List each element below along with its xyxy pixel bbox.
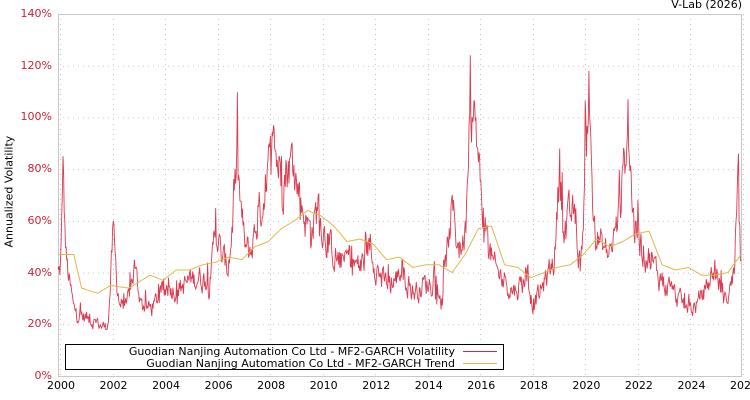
y-tick-label: 100% [20, 110, 52, 124]
y-tick-label: 40% [27, 265, 52, 279]
legend-label-volatility: Guodian Nanjing Automation Co Ltd - MF2-… [128, 345, 455, 358]
y-tick-label: 80% [27, 162, 52, 176]
chart-legend: Guodian Nanjing Automation Co Ltd - MF2-… [65, 344, 504, 370]
legend-item-trend: Guodian Nanjing Automation Co Ltd - MF2-… [146, 357, 497, 370]
x-tick-label: 2006 [204, 379, 233, 392]
y-tick-label: 140% [20, 7, 52, 20]
y-tick-label: 20% [27, 317, 52, 331]
y-tick-label: 60% [27, 213, 52, 227]
source-credit: V-Lab (2026) [671, 0, 742, 11]
x-tick-label: 2024 [677, 379, 706, 392]
x-tick-label: 2018 [519, 379, 548, 392]
x-tick-label: 2026 [730, 379, 750, 392]
x-tick-label: 2022 [624, 379, 653, 392]
legend-swatch-volatility [463, 351, 497, 352]
x-tick-label: 2004 [152, 379, 181, 392]
legend-label-trend: Guodian Nanjing Automation Co Ltd - MF2-… [146, 357, 455, 370]
x-tick-label: 2012 [362, 379, 391, 392]
x-tick-label: 2002 [99, 379, 128, 392]
legend-item-volatility: Guodian Nanjing Automation Co Ltd - MF2-… [129, 345, 497, 358]
volatility-series [57, 55, 742, 330]
x-tick-label: 2016 [467, 379, 496, 392]
x-tick-label: 2010 [309, 379, 338, 392]
grid-lines [58, 14, 744, 376]
x-tick-label: 2020 [572, 379, 601, 392]
y-tick-label: 120% [20, 58, 52, 72]
trend-series [58, 209, 742, 294]
legend-swatch-trend [463, 363, 497, 364]
y-tick-label: 0% [34, 369, 52, 382]
x-tick-label: 2008 [257, 379, 286, 392]
x-tick-label: 2014 [414, 379, 443, 392]
plot-frame [58, 14, 742, 377]
x-tick-label: 2000 [47, 379, 75, 392]
